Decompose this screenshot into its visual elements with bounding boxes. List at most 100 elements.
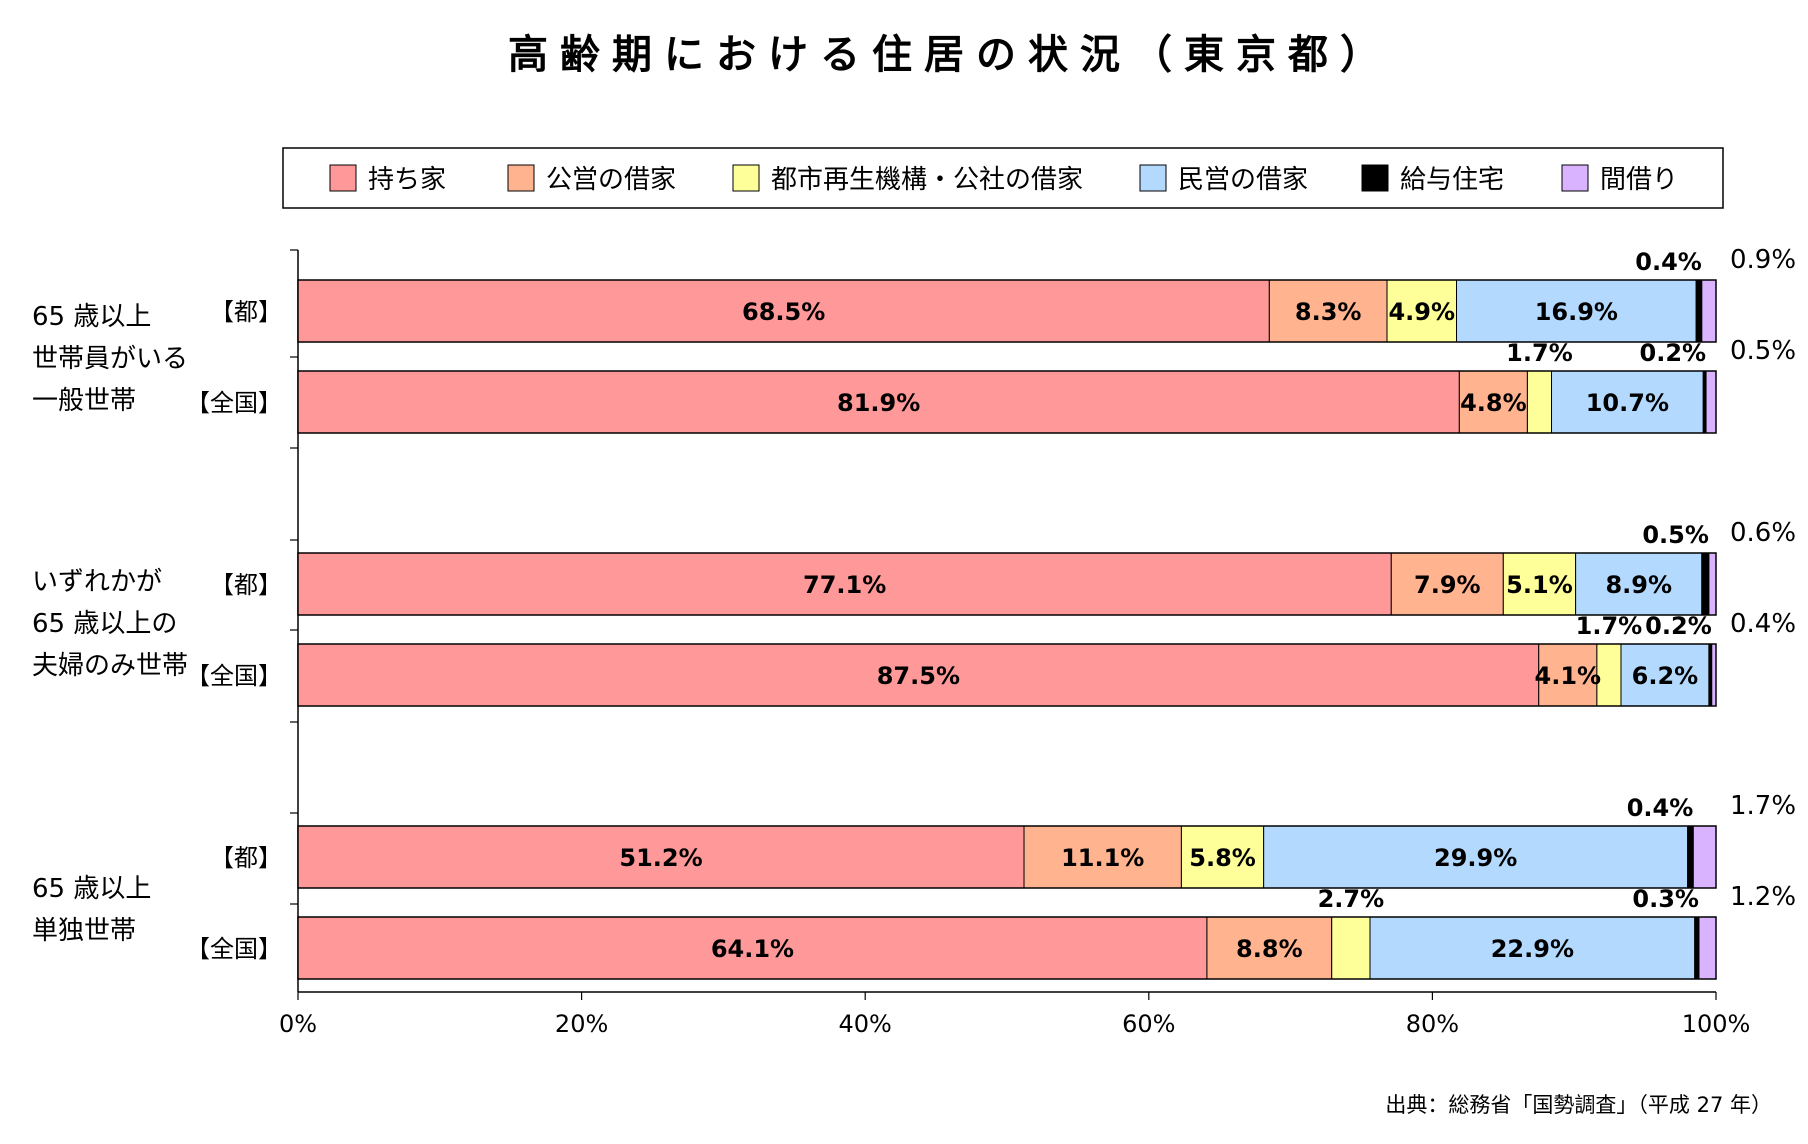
bar-seg-0-1-5 [1705, 370, 1717, 434]
data-label-2-1-1: 8.8% [1236, 935, 1303, 963]
legend-swatch-0 [329, 164, 357, 192]
data-label-2-0-0: 51.2% [619, 844, 702, 872]
bar-outline-1-1 [297, 643, 1717, 707]
bar-seg-0-0-0 [297, 279, 1270, 343]
bar-seg-2-1-4 [1694, 916, 1700, 980]
legend-label-0: 持ち家 [368, 165, 446, 195]
bar-seg-1-1-3 [1620, 643, 1710, 707]
data-label-0-0-0: 68.5% [742, 298, 825, 326]
bar-seg-1-0-3 [1575, 552, 1703, 616]
data-label-2-1-0: 64.1% [711, 935, 794, 963]
bar-seg-2-1-2 [1331, 916, 1371, 980]
bar-seg-1-0-5 [1708, 552, 1717, 616]
data-label-1-0-4: 0.5% [1642, 521, 1709, 549]
bars [297, 279, 1717, 980]
bar-seg-2-0-0 [297, 825, 1025, 889]
data-label-1-0-5: 0.6% [1730, 518, 1796, 548]
data-label-2-1-4: 0.3% [1632, 885, 1699, 913]
data-label-1-0-3: 8.9% [1605, 571, 1672, 599]
x-tick-label-20: 20% [555, 1010, 608, 1038]
group-0-label-line-2: 一般世帯 [32, 386, 136, 416]
data-label-1-1-2: 1.7% [1576, 612, 1643, 640]
data-label-1-1-5: 0.4% [1730, 609, 1796, 639]
legend-swatch-5 [1561, 164, 1589, 192]
data-label-1-0-1: 7.9% [1414, 571, 1481, 599]
legend-swatch-4 [1361, 164, 1389, 192]
bar-seg-1-0-1 [1390, 552, 1504, 616]
data-label-1-1-4: 0.2% [1645, 612, 1712, 640]
data-label-0-1-4: 0.2% [1640, 339, 1707, 367]
legend-label-4: 給与住宅 [1400, 165, 1504, 195]
bar-outline-1-0 [297, 552, 1717, 616]
bar-seg-1-1-1 [1538, 643, 1598, 707]
data-label-0-0-5: 0.9% [1730, 245, 1796, 275]
source-note: 出典：総務省「国勢調査」（平成 27 年） [1385, 1093, 1772, 1117]
legend-label-1: 公営の借家 [546, 165, 676, 195]
bar-seg-2-0-1 [1023, 825, 1182, 889]
x-tick-label-0: 0% [279, 1010, 317, 1038]
data-label-0-0-1: 8.3% [1295, 298, 1362, 326]
bar-seg-2-0-2 [1180, 825, 1265, 889]
bar-seg-2-1-3 [1369, 916, 1696, 980]
row-label-1-0: 【都】 [210, 571, 282, 599]
data-label-2-0-2: 5.8% [1189, 844, 1256, 872]
data-label-1-0-0: 77.1% [803, 571, 886, 599]
data-label-2-0-5: 1.7% [1730, 791, 1796, 821]
bar-seg-2-1-5 [1698, 916, 1717, 980]
group-2-label-line-0: 65 歳以上 [32, 874, 151, 904]
row-label-2-1: 【全国】 [186, 935, 282, 963]
data-label-0-1-1: 4.8% [1460, 389, 1527, 417]
group-2-label-line-1: 単独世帯 [32, 916, 136, 946]
data-label-2-0-4: 0.4% [1627, 794, 1694, 822]
bar-seg-2-0-3 [1263, 825, 1689, 889]
row-label-0-0: 【都】 [210, 298, 282, 326]
data-label-0-1-2: 1.7% [1506, 339, 1573, 367]
data-label-1-1-1: 4.1% [1535, 662, 1602, 690]
data-label-0-1-3: 10.7% [1586, 389, 1669, 417]
x-tick-label-40: 40% [839, 1010, 892, 1038]
bar-seg-1-0-4 [1701, 552, 1710, 616]
bar-seg-0-0-3 [1456, 279, 1697, 343]
row-label-0-1: 【全国】 [186, 389, 282, 417]
data-label-1-0-2: 5.1% [1506, 571, 1573, 599]
row-label-2-0: 【都】 [210, 844, 282, 872]
bar-seg-0-1-2 [1526, 370, 1553, 434]
data-label-1-1-0: 87.5% [877, 662, 960, 690]
bar-outline-2-0 [297, 825, 1717, 889]
data-label-2-0-1: 11.1% [1061, 844, 1144, 872]
data-label-1-1-3: 6.2% [1632, 662, 1699, 690]
bar-seg-0-1-3 [1551, 370, 1704, 434]
data-label-2-1-2: 2.7% [1318, 885, 1385, 913]
legend-swatch-1 [507, 164, 535, 192]
bar-outline-2-1 [297, 916, 1717, 980]
legend-label-5: 間借り [1600, 165, 1678, 195]
data-label-2-1-5: 1.2% [1730, 882, 1796, 912]
data-label-2-0-3: 29.9% [1434, 844, 1517, 872]
data-label-0-1-5: 0.5% [1730, 336, 1796, 366]
group-1-label-line-2: 夫婦のみ世帯 [32, 651, 188, 681]
bar-seg-1-0-2 [1502, 552, 1577, 616]
bar-seg-0-0-5 [1701, 279, 1717, 343]
bar-seg-0-0-4 [1695, 279, 1703, 343]
group-0-label-line-1: 世帯員がいる [32, 344, 188, 374]
group-1-label-line-0: いずれかが [32, 567, 162, 597]
data-label-0-0-2: 4.9% [1388, 298, 1455, 326]
bar-seg-2-0-4 [1687, 825, 1694, 889]
bar-seg-2-1-0 [297, 916, 1208, 980]
legend-swatch-2 [732, 164, 760, 192]
legend-swatch-3 [1139, 164, 1167, 192]
chart-title: 高齢期における住居の状況（東京都） [508, 32, 1392, 78]
x-tick-label-60: 60% [1122, 1010, 1175, 1038]
data-label-0-0-3: 16.9% [1535, 298, 1618, 326]
bar-seg-2-0-5 [1692, 825, 1717, 889]
group-1-label-line-1: 65 歳以上の [32, 609, 177, 639]
group-0-label-line-0: 65 歳以上 [32, 302, 151, 332]
legend: 持ち家 公営の借家 都市再生機構・公社の借家 民営の借家 給与住宅 間借り [282, 147, 1724, 209]
bar-outline-0-1 [297, 370, 1717, 434]
legend-label-2: 都市再生機構・公社の借家 [771, 165, 1083, 195]
data-label-0-0-4: 0.4% [1635, 248, 1702, 276]
bar-outline-0-0 [297, 279, 1717, 343]
x-tick-label-80: 80% [1406, 1010, 1459, 1038]
